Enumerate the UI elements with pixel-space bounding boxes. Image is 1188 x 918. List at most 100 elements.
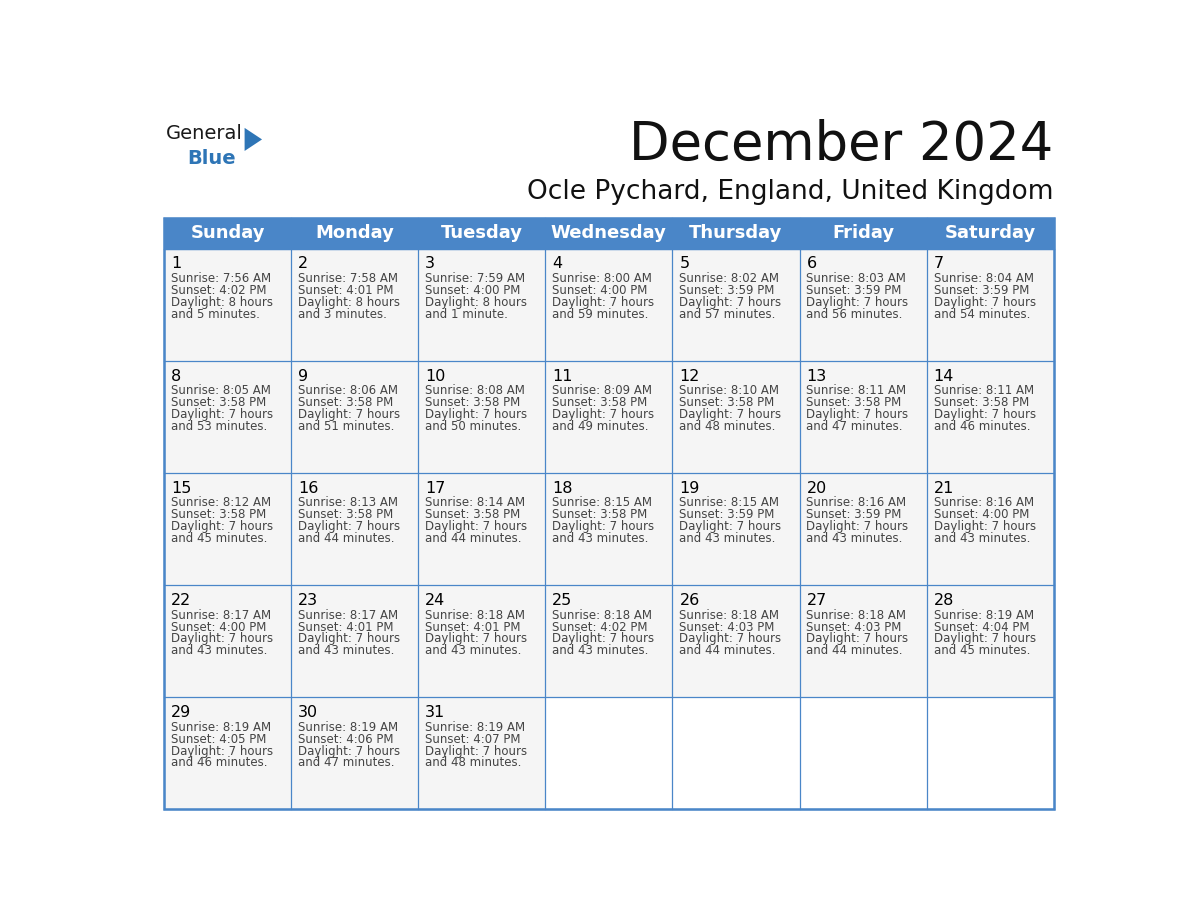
Text: Sunrise: 8:10 AM: Sunrise: 8:10 AM (680, 385, 779, 397)
Text: 21: 21 (934, 481, 954, 496)
Bar (164, 361, 291, 473)
Bar (672, 697, 800, 810)
Text: Sunrise: 8:15 AM: Sunrise: 8:15 AM (552, 497, 652, 509)
Text: 9: 9 (298, 368, 308, 384)
Text: 29: 29 (171, 705, 191, 720)
Text: Monday: Monday (315, 224, 394, 242)
Bar (545, 697, 672, 810)
Text: Sunrise: 8:14 AM: Sunrise: 8:14 AM (425, 497, 525, 509)
Bar (927, 473, 1054, 585)
Bar (545, 249, 672, 361)
Text: and 49 minutes.: and 49 minutes. (552, 420, 649, 433)
Text: and 48 minutes.: and 48 minutes. (425, 756, 522, 769)
Text: and 43 minutes.: and 43 minutes. (552, 644, 649, 657)
Text: 8: 8 (171, 368, 182, 384)
Text: Daylight: 7 hours: Daylight: 7 hours (807, 633, 909, 645)
Text: 3: 3 (425, 256, 435, 272)
Text: Sunset: 3:58 PM: Sunset: 3:58 PM (807, 397, 902, 409)
Text: and 43 minutes.: and 43 minutes. (807, 532, 903, 545)
Bar (927, 249, 1054, 361)
Text: 30: 30 (298, 705, 318, 720)
Text: Sunrise: 8:19 AM: Sunrise: 8:19 AM (934, 609, 1034, 621)
Text: and 46 minutes.: and 46 minutes. (934, 420, 1030, 433)
Bar (418, 697, 545, 810)
Text: 22: 22 (171, 593, 191, 608)
Text: Sunset: 4:03 PM: Sunset: 4:03 PM (680, 621, 775, 633)
Text: Sunrise: 8:19 AM: Sunrise: 8:19 AM (171, 721, 271, 733)
Text: 11: 11 (552, 368, 573, 384)
Text: Sunset: 4:00 PM: Sunset: 4:00 PM (171, 621, 266, 633)
Text: and 57 minutes.: and 57 minutes. (680, 308, 776, 321)
Bar (800, 585, 927, 697)
Text: 13: 13 (807, 368, 827, 384)
Bar (800, 697, 927, 810)
Text: Ocle Pychard, England, United Kingdom: Ocle Pychard, England, United Kingdom (527, 179, 1054, 206)
Text: 7: 7 (934, 256, 943, 272)
Text: Sunset: 3:58 PM: Sunset: 3:58 PM (298, 509, 393, 521)
Text: and 51 minutes.: and 51 minutes. (298, 420, 394, 433)
Text: Sunset: 4:05 PM: Sunset: 4:05 PM (171, 733, 266, 745)
Text: Daylight: 7 hours: Daylight: 7 hours (934, 633, 1036, 645)
Bar (672, 249, 800, 361)
Text: and 46 minutes.: and 46 minutes. (171, 756, 267, 769)
Text: and 53 minutes.: and 53 minutes. (171, 420, 267, 433)
Text: Daylight: 7 hours: Daylight: 7 hours (552, 521, 655, 533)
Bar (927, 361, 1054, 473)
Text: Sunset: 4:01 PM: Sunset: 4:01 PM (425, 621, 520, 633)
Text: and 59 minutes.: and 59 minutes. (552, 308, 649, 321)
Bar (800, 361, 927, 473)
Text: Sunrise: 8:02 AM: Sunrise: 8:02 AM (680, 273, 779, 285)
Text: and 45 minutes.: and 45 minutes. (934, 644, 1030, 657)
Text: Sunset: 3:58 PM: Sunset: 3:58 PM (934, 397, 1029, 409)
Text: 31: 31 (425, 705, 446, 720)
Text: and 5 minutes.: and 5 minutes. (171, 308, 260, 321)
Bar (164, 585, 291, 697)
Text: Daylight: 7 hours: Daylight: 7 hours (552, 409, 655, 421)
Bar (927, 585, 1054, 697)
Bar (672, 585, 800, 697)
Text: 6: 6 (807, 256, 816, 272)
Bar (291, 361, 418, 473)
Text: 15: 15 (171, 481, 191, 496)
Text: 20: 20 (807, 481, 827, 496)
Bar (545, 473, 672, 585)
Text: Sunrise: 7:58 AM: Sunrise: 7:58 AM (298, 273, 398, 285)
Text: Sunset: 3:59 PM: Sunset: 3:59 PM (680, 285, 775, 297)
Bar (927, 697, 1054, 810)
Text: and 44 minutes.: and 44 minutes. (807, 644, 903, 657)
Text: Daylight: 7 hours: Daylight: 7 hours (425, 744, 527, 757)
Text: Daylight: 7 hours: Daylight: 7 hours (552, 633, 655, 645)
Text: and 43 minutes.: and 43 minutes. (552, 532, 649, 545)
Text: Daylight: 7 hours: Daylight: 7 hours (680, 297, 782, 309)
Text: Daylight: 7 hours: Daylight: 7 hours (298, 633, 400, 645)
Text: Sunset: 4:03 PM: Sunset: 4:03 PM (807, 621, 902, 633)
Text: Sunrise: 8:11 AM: Sunrise: 8:11 AM (934, 385, 1034, 397)
Text: Sunrise: 8:18 AM: Sunrise: 8:18 AM (552, 609, 652, 621)
Text: Daylight: 7 hours: Daylight: 7 hours (807, 521, 909, 533)
Text: Sunrise: 8:18 AM: Sunrise: 8:18 AM (425, 609, 525, 621)
Text: Daylight: 7 hours: Daylight: 7 hours (171, 409, 273, 421)
Bar (418, 249, 545, 361)
Text: and 44 minutes.: and 44 minutes. (298, 532, 394, 545)
Text: Sunday: Sunday (190, 224, 265, 242)
Text: 18: 18 (552, 481, 573, 496)
Text: Sunrise: 8:00 AM: Sunrise: 8:00 AM (552, 273, 652, 285)
Text: 10: 10 (425, 368, 446, 384)
Text: Daylight: 7 hours: Daylight: 7 hours (171, 521, 273, 533)
Text: Sunrise: 8:12 AM: Sunrise: 8:12 AM (171, 497, 271, 509)
Text: Daylight: 7 hours: Daylight: 7 hours (298, 744, 400, 757)
Text: Sunset: 3:58 PM: Sunset: 3:58 PM (298, 397, 393, 409)
Text: Sunset: 3:58 PM: Sunset: 3:58 PM (552, 509, 647, 521)
Text: 25: 25 (552, 593, 573, 608)
Text: Daylight: 7 hours: Daylight: 7 hours (680, 521, 782, 533)
Bar (545, 585, 672, 697)
Text: Sunrise: 8:19 AM: Sunrise: 8:19 AM (425, 721, 525, 733)
Text: 17: 17 (425, 481, 446, 496)
Text: and 47 minutes.: and 47 minutes. (298, 756, 394, 769)
Text: and 3 minutes.: and 3 minutes. (298, 308, 387, 321)
Text: Sunset: 4:01 PM: Sunset: 4:01 PM (298, 621, 393, 633)
Text: Daylight: 7 hours: Daylight: 7 hours (425, 521, 527, 533)
Text: and 48 minutes.: and 48 minutes. (680, 420, 776, 433)
Text: Daylight: 7 hours: Daylight: 7 hours (171, 633, 273, 645)
Text: and 1 minute.: and 1 minute. (425, 308, 508, 321)
